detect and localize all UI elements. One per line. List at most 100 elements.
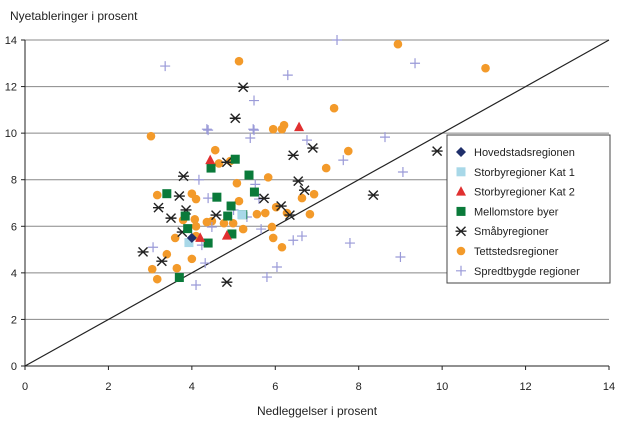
data-point [193,174,204,185]
data-point [191,194,201,204]
data-point [397,167,408,178]
data-point [200,258,211,269]
data-point [344,238,355,249]
data-point [183,224,193,234]
data-point [214,159,224,168]
data-point [275,201,287,212]
y-tick-label: 12 [5,82,17,94]
data-point [296,231,307,242]
reference-line-diagonal [24,39,610,367]
data-point [184,238,194,248]
data-point [271,262,282,273]
data-point [287,150,299,161]
series-tettstedsregioner [146,39,544,284]
data-point [206,163,216,173]
data-point [146,131,156,141]
data-point [206,221,217,232]
data-point [367,190,379,201]
data-point [201,124,212,135]
legend-label: Storbyregioner Kat 2 [474,187,575,199]
y-tick-label: 8 [11,175,17,187]
series-mellomstore-byer [162,154,259,283]
data-point [301,135,312,146]
data-point [221,157,233,168]
data-point [195,232,206,242]
legend-marker [456,186,466,196]
data-point [223,211,233,221]
x-tick-label: 2 [105,381,111,393]
data-point [147,264,157,274]
legend-label: Spredtbygde regioner [474,266,580,278]
data-point [228,218,238,228]
legend-marker [456,206,466,216]
data-point [221,277,233,288]
data-points [137,35,544,290]
x-tick-label: 0 [22,381,28,393]
data-point [263,173,273,182]
data-point [321,163,331,173]
legend-marker [456,167,466,177]
data-point [245,133,256,144]
series-storbyregioner-kat-2 [195,121,305,242]
data-point [180,211,190,221]
data-point [277,242,287,252]
data-point [191,221,201,231]
x-tick-label: 4 [189,381,195,393]
x-tick-label: 10 [436,381,448,393]
x-tick-label: 12 [519,381,531,393]
y-tick-label: 2 [11,314,17,326]
x-tick-label: 8 [356,381,362,393]
data-point [379,132,390,143]
data-point [172,263,182,273]
y-axis-label: Nyetableringer i prosent [10,9,138,23]
legend: Hovedstadsregionen Storbyregioner Kat 1 St… [446,134,611,284]
data-point [258,193,270,204]
data-point [329,103,339,113]
data-point [148,242,159,253]
data-point [298,185,310,196]
legend-label: Mellomstore byer [474,206,559,218]
y-tick-label: 6 [11,221,17,233]
data-point [294,121,305,132]
data-point [431,146,443,157]
data-point [238,224,248,234]
data-point [268,124,278,134]
legend-item: Hovedstadsregionen [456,147,575,159]
legend-marker [455,226,467,237]
data-point [210,145,220,155]
data-point [267,222,277,232]
legend-marker [456,246,466,256]
data-point [221,230,232,240]
series-småbyregioner [137,82,443,288]
data-point [203,193,214,204]
data-point [256,224,267,235]
legend-item: Tettstedsregioner [456,246,559,258]
legend-item: Storbyregioner Kat 2 [456,186,575,199]
y-tick-label: 10 [5,128,17,140]
data-point [249,125,260,136]
data-point [207,216,217,226]
legend-item: Småbyregioner [455,226,549,238]
data-point [395,252,406,263]
data-point [244,170,254,180]
data-point [249,95,260,106]
data-point [226,201,236,211]
data-point [162,249,172,259]
data-point [284,210,296,221]
data-point [237,210,247,220]
series-storbyregioner-kat-1 [184,210,247,248]
data-point [152,190,162,200]
y-tick-label: 14 [5,35,17,47]
x-tick-label: 14 [603,381,615,393]
data-point [343,146,353,156]
data-point [288,235,299,246]
data-point [203,238,213,248]
data-point [227,229,237,239]
legend-label: Storbyregioner Kat 1 [474,167,575,179]
legend-label: Tettstedsregioner [474,246,559,258]
data-point [261,272,272,283]
data-point [249,187,259,197]
data-point [191,279,202,290]
data-point [338,155,349,166]
axes: 0 2 4 6 8 10 12 14 0 2 4 6 8 10 12 14 [5,35,615,393]
